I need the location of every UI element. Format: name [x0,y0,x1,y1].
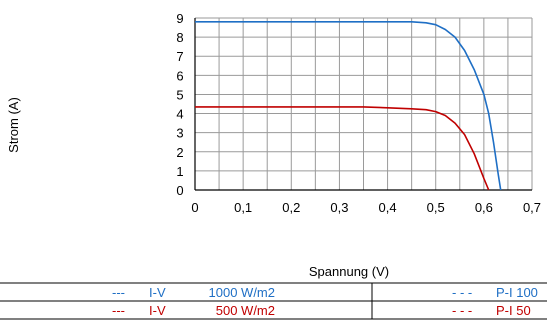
series-line-1 [195,20,502,191]
legend-dash: - - - [452,303,472,318]
legend-dash: - - - [452,285,472,300]
legend-value: 500 W/m2 [216,303,275,318]
legend-entry-1: --- I-V 1000 W/m2 [112,285,275,300]
x-tick-label: 0 [191,200,198,215]
legend-entry-right-1: - - - P-I 100 [452,285,538,300]
x-tick-label: 0,7 [523,200,541,215]
y-axis-title: Strom (A) [6,97,21,153]
legend-entry-right-2: - - - P-I 50 [452,303,531,318]
series-line-2 [195,106,490,191]
y-tick-label: 1 [176,164,183,179]
legend-type: I-V [149,285,166,300]
x-tick-label: 0,4 [379,200,397,215]
y-tick-label: 6 [176,68,183,83]
y-tick-label: 2 [176,145,183,160]
y-tick-label: 5 [176,87,183,102]
legend-entry-2: --- I-V 500 W/m2 [112,303,275,318]
legend-label: P-I 100 [496,285,538,300]
y-tick-label: 4 [176,107,183,122]
y-tick-label: 7 [176,49,183,64]
legend-dash: --- [112,285,125,300]
legend-label: P-I 50 [496,303,531,318]
tick-labels: 0 1 2 3 4 5 6 7 8 9 0 0,1 0,2 0,3 0,4 0,5 0,6 0,7 [176,11,541,215]
x-axis-title: Spannung (V) [309,264,389,279]
y-tick-label: 0 [176,183,183,198]
x-tick-label: 0,6 [475,200,493,215]
y-tick-label: 9 [176,11,183,26]
y-tick-label: 3 [176,126,183,141]
grid [194,17,533,191]
series-lines [195,20,502,191]
y-tick-label: 8 [176,30,183,45]
legend-dash: --- [112,303,125,318]
x-tick-label: 0,5 [427,200,445,215]
axes [194,18,532,191]
x-tick-label: 0,3 [330,200,348,215]
legend-type: I-V [149,303,166,318]
x-tick-label: 0,1 [234,200,252,215]
x-tick-label: 0,2 [282,200,300,215]
legend: --- I-V 1000 W/m2 --- I-V 500 W/m2 - - - P-I 1… [0,282,547,320]
legend-value: 1000 W/m2 [209,285,275,300]
